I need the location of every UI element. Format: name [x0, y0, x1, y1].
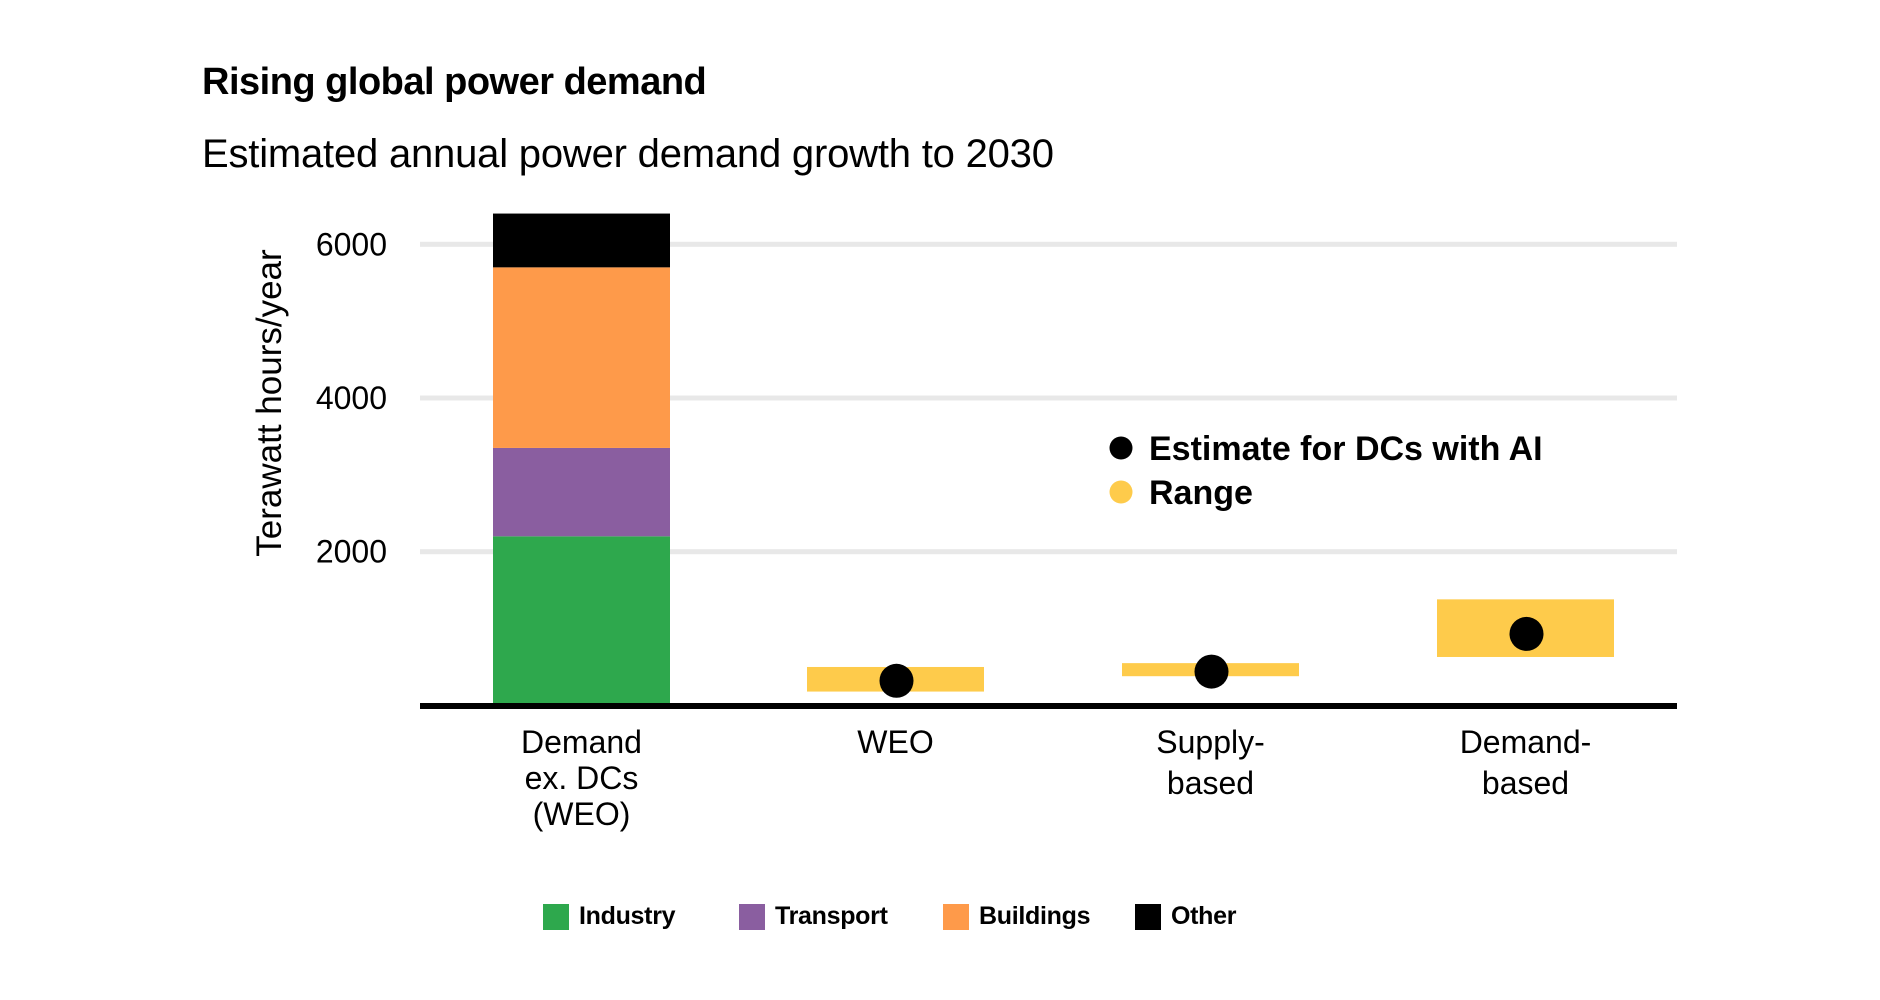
- legend-item-transport: Transport: [739, 902, 943, 931]
- x-category-label-line: Demand: [521, 724, 642, 760]
- bar-segment-buildings: [493, 267, 670, 448]
- x-category-label: WEO: [857, 724, 933, 760]
- legend-swatch: [943, 903, 969, 930]
- legend-swatch: [1135, 903, 1161, 930]
- bottom-legend: Industry Transport Buildings Other: [543, 902, 1236, 931]
- estimate-dot-weo: [879, 663, 914, 698]
- legend-label: Transport: [775, 902, 888, 930]
- estimate-legend-marker: [1109, 436, 1133, 460]
- inplot-legend: Estimate for DCs with AI Range: [1109, 430, 1543, 512]
- chart-subtitle: Estimated annual power demand growth to …: [202, 132, 1054, 176]
- x-category-label: Demand-based: [1460, 724, 1592, 801]
- x-category-label-line: Supply-: [1156, 724, 1265, 760]
- y-tick-label: 4000: [316, 380, 387, 416]
- y-tick-label: 6000: [316, 226, 387, 262]
- legend-item-other: Other: [1135, 902, 1236, 931]
- range-markers: [807, 599, 1614, 698]
- estimate-dot-demand-based: [1509, 616, 1544, 651]
- bar-segment-industry: [493, 536, 670, 706]
- bar-segment-other: [493, 213, 670, 268]
- x-category-labels: Demand ex. DCs (WEO)WEO Supply-basedDemand-…: [521, 724, 1591, 832]
- gridline: [420, 395, 1677, 401]
- inplot-legend-label: Estimate for DCs with AI: [1149, 430, 1543, 468]
- gridlines: [420, 241, 1677, 555]
- y-axis-title: Terawatt hours/year: [250, 249, 289, 557]
- x-category-label-line: Demand-: [1460, 724, 1592, 760]
- legend-swatch: [543, 903, 569, 930]
- legend-label: Industry: [579, 902, 676, 930]
- y-tick-label: 2000: [316, 534, 387, 570]
- x-category-label-line: (WEO): [533, 796, 631, 832]
- bar-segment-transport: [493, 447, 670, 537]
- gridline: [420, 241, 1677, 247]
- x-category-label-line: based: [1482, 765, 1569, 801]
- y-tick-labels: 2000 4000 6000: [316, 226, 387, 569]
- legend-swatch: [739, 903, 765, 930]
- legend-label: Other: [1171, 902, 1237, 930]
- gridline: [420, 549, 1677, 555]
- x-category-label-line: ex. DCs: [525, 760, 639, 796]
- legend-item-industry: Industry: [543, 902, 739, 931]
- x-category-label: Supply-based: [1156, 724, 1265, 801]
- legend-item-buildings: Buildings: [943, 902, 1135, 931]
- x-category-label: Demand ex. DCs (WEO): [521, 724, 642, 832]
- chart-title: Rising global power demand: [202, 61, 707, 103]
- range-legend-marker: [1109, 480, 1133, 504]
- x-category-label-line: WEO: [857, 724, 933, 760]
- x-category-label-line: based: [1167, 765, 1254, 801]
- inplot-legend-label: Range: [1149, 474, 1253, 512]
- legend-label: Buildings: [979, 902, 1091, 930]
- stacked-bar: [493, 213, 670, 706]
- estimate-dot-supply-based: [1194, 654, 1229, 689]
